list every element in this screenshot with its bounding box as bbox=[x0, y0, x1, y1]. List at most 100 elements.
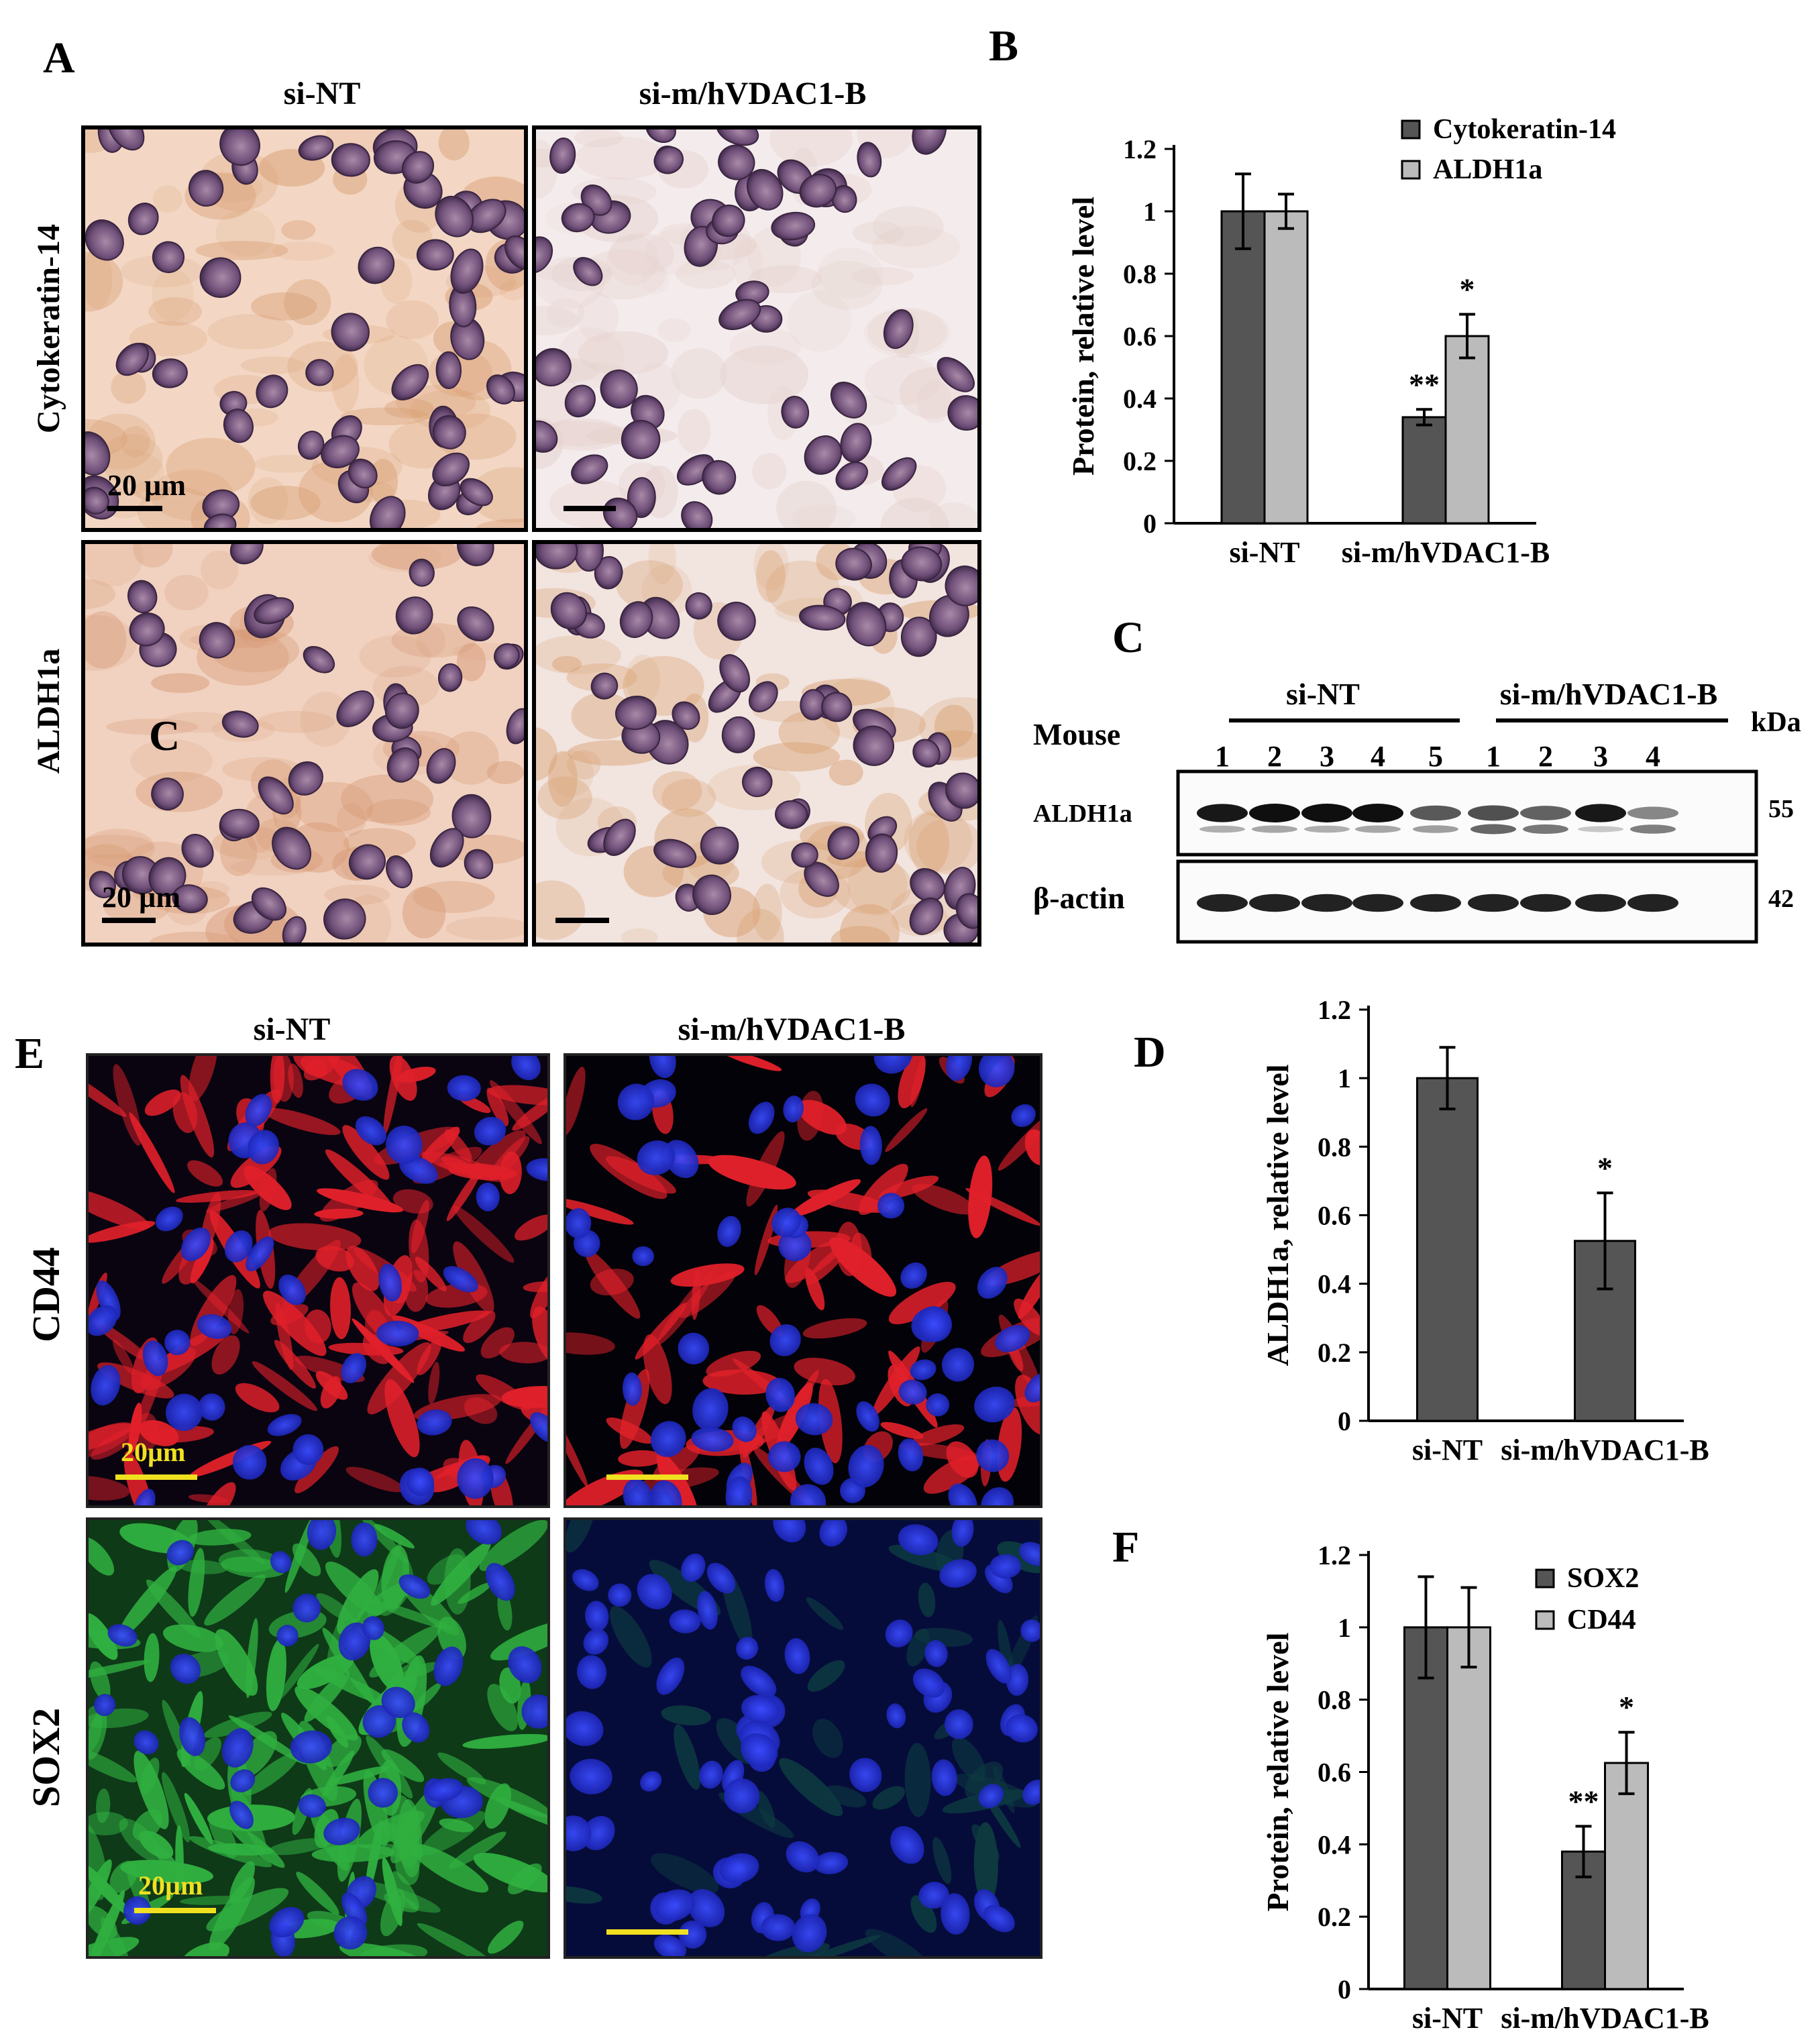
nucleus bbox=[912, 739, 941, 768]
fluorescent-signal bbox=[565, 1410, 588, 1488]
dapi-nucleus bbox=[447, 1075, 481, 1102]
nucleus bbox=[561, 203, 595, 233]
tissue-patch bbox=[148, 297, 203, 326]
nucleus bbox=[901, 546, 943, 582]
panel-a-inner-letter: C bbox=[149, 712, 180, 759]
tissue-patch bbox=[534, 880, 586, 941]
fluorescent-signal bbox=[590, 1144, 667, 1199]
dapi-nucleus bbox=[944, 1709, 973, 1739]
tissue-patch bbox=[641, 266, 670, 294]
tissue-patch bbox=[152, 269, 195, 321]
dapi-nucleus bbox=[381, 1686, 415, 1719]
nucleus bbox=[127, 203, 159, 235]
fluorescent-signal bbox=[113, 1340, 135, 1375]
nucleus bbox=[718, 299, 761, 331]
tissue-patch bbox=[753, 542, 789, 591]
bar bbox=[1416, 1077, 1479, 1422]
fluorescent-signal bbox=[244, 1752, 300, 1796]
dapi-nucleus bbox=[974, 1387, 1015, 1423]
tissue-patch bbox=[284, 279, 331, 325]
dapi-nucleus bbox=[773, 1519, 806, 1543]
fluorescent-signal bbox=[345, 1246, 380, 1291]
dapi-nucleus bbox=[221, 1728, 254, 1768]
dapi-nucleus bbox=[565, 1208, 592, 1238]
dapi-nucleus bbox=[692, 1388, 729, 1431]
nucleus bbox=[172, 884, 208, 914]
x-tick-label: si-m/hVDAC1-B bbox=[1501, 2002, 1709, 2035]
nucleus bbox=[432, 452, 470, 487]
nucleus bbox=[865, 833, 898, 873]
bar bbox=[1403, 1626, 1448, 1990]
nucleus bbox=[401, 151, 435, 184]
dapi-nucleus bbox=[650, 1480, 682, 1507]
dapi-nucleus bbox=[466, 1519, 502, 1545]
dapi-nucleus bbox=[398, 1574, 431, 1599]
fluorescent-signal bbox=[303, 1055, 340, 1081]
fluorescent-signal bbox=[439, 1818, 474, 1833]
nucleus bbox=[603, 818, 636, 856]
dapi-nucleus bbox=[981, 1487, 1014, 1507]
dapi-nucleus bbox=[457, 1458, 494, 1499]
fluorescent-signal bbox=[127, 1362, 164, 1450]
dapi-nucleus bbox=[678, 1332, 710, 1364]
fluorescent-signal bbox=[590, 1269, 634, 1296]
dapi-nucleus bbox=[386, 1125, 423, 1165]
legend-swatch bbox=[1401, 119, 1421, 140]
dapi-nucleus bbox=[362, 1705, 396, 1738]
nucleus bbox=[199, 622, 235, 659]
nucleus bbox=[107, 127, 145, 151]
fluorescent-signal bbox=[267, 1838, 330, 1856]
fluorescent-signal bbox=[618, 1450, 663, 1467]
nucleus bbox=[573, 257, 603, 286]
fluorescent-signal bbox=[749, 1411, 806, 1444]
tissue-patch bbox=[416, 625, 446, 657]
panel-e-header-si-vdac1: si-m/hVDAC1-B bbox=[678, 1012, 906, 1047]
fluorescent-signal bbox=[117, 1566, 177, 1640]
fluorescent-signal bbox=[798, 1099, 847, 1135]
fluorescent-signal bbox=[313, 1666, 391, 1705]
fluorescent-signal bbox=[326, 1618, 345, 1679]
tissue-patch bbox=[138, 486, 216, 530]
tissue-patch bbox=[83, 614, 138, 671]
dapi-nucleus bbox=[180, 1227, 211, 1262]
panel-e-header-si-nt: si-NT bbox=[254, 1012, 331, 1047]
dapi-nucleus bbox=[276, 1625, 299, 1647]
fluorescent-signal bbox=[515, 1214, 549, 1241]
blot-band bbox=[1627, 894, 1678, 912]
scale-bar-label: 20 µm bbox=[102, 881, 180, 914]
fluorescent-signal bbox=[172, 1092, 198, 1133]
fluorescent-signal bbox=[885, 1108, 928, 1152]
fluorescent-signal bbox=[932, 1837, 952, 1884]
fluorescent-signal bbox=[1024, 1129, 1041, 1166]
nucleus bbox=[718, 144, 755, 180]
fluorescent-signal bbox=[383, 1055, 403, 1136]
nucleus bbox=[681, 501, 713, 530]
dapi-nucleus bbox=[133, 1730, 159, 1755]
tissue-patch bbox=[413, 881, 495, 913]
nucleus bbox=[288, 761, 323, 796]
tissue-patch bbox=[201, 550, 239, 590]
y-tick-label: 0.8 bbox=[1123, 259, 1157, 289]
nucleus bbox=[883, 309, 914, 350]
dapi-nucleus bbox=[697, 1591, 718, 1630]
tissue-patch bbox=[831, 926, 890, 945]
x-tick-label: si-NT bbox=[1229, 536, 1299, 569]
nucleus bbox=[775, 800, 808, 829]
tissue-patch bbox=[851, 267, 914, 286]
dapi-nucleus bbox=[886, 1703, 906, 1729]
dapi-nucleus bbox=[1006, 1664, 1029, 1696]
tissue-patch bbox=[250, 292, 317, 321]
nucleus bbox=[89, 871, 116, 899]
dapi-nucleus bbox=[269, 1907, 305, 1938]
tissue-patch bbox=[574, 127, 623, 148]
dapi-nucleus bbox=[433, 1646, 464, 1686]
fluorescent-signal bbox=[325, 1149, 395, 1213]
blot-band bbox=[1575, 804, 1626, 822]
nucleus bbox=[331, 143, 370, 177]
nucleus bbox=[303, 645, 335, 674]
nucleus bbox=[504, 235, 526, 270]
tissue-patch bbox=[131, 480, 170, 500]
tissue-patch bbox=[671, 347, 727, 399]
fluorescent-signal bbox=[437, 1752, 486, 1784]
nucleus bbox=[910, 868, 945, 902]
